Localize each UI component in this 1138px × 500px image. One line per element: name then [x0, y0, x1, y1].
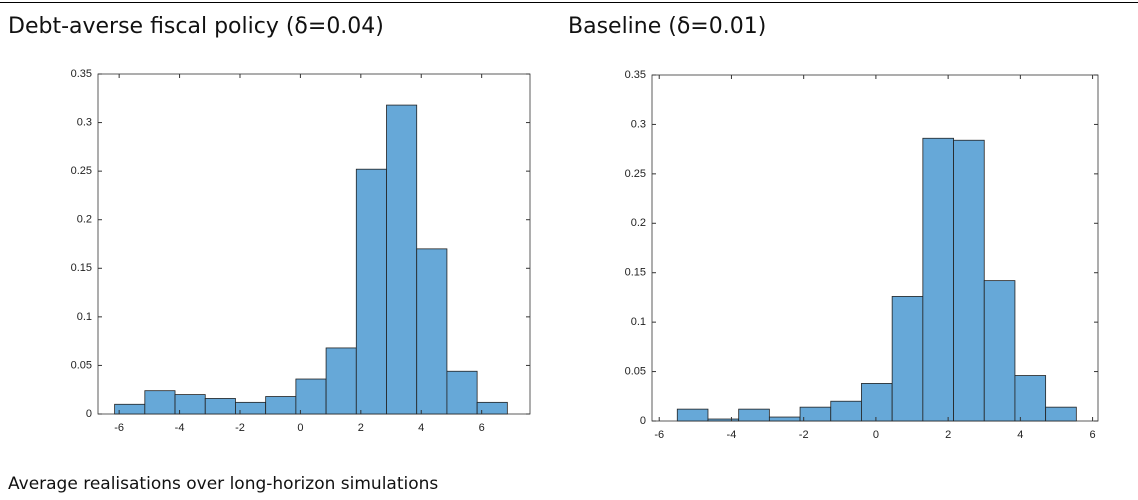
- bar: [295, 378, 327, 415]
- plot-frame: [651, 74, 1099, 422]
- bar: [738, 408, 770, 422]
- bar: [768, 416, 801, 422]
- y-tick-label: 0.1: [631, 316, 646, 328]
- bar: [891, 296, 924, 422]
- bar: [386, 104, 418, 415]
- y-tick-label: 0.15: [71, 262, 92, 274]
- x-tick-label: 2: [358, 422, 364, 434]
- bar: [983, 280, 1016, 422]
- x-tick-label: 4: [1017, 429, 1023, 441]
- bar: [144, 390, 176, 415]
- bar: [861, 383, 893, 422]
- y-tick-label: 0: [86, 408, 92, 420]
- plot-frame: [97, 73, 531, 415]
- chart-title: Debt-averse fiscal policy (δ=0.04): [8, 14, 384, 39]
- bar: [830, 400, 862, 422]
- bar: [922, 137, 954, 422]
- x-tick-label: 0: [297, 422, 303, 434]
- y-tick-label: 0.3: [77, 116, 92, 128]
- bar: [325, 347, 357, 415]
- x-tick-label: -2: [799, 429, 809, 441]
- bar: [355, 168, 387, 415]
- bar: [476, 401, 508, 415]
- x-tick-label: -4: [175, 422, 185, 434]
- y-tick-label: 0.3: [631, 118, 646, 130]
- y-tick-label: 0.35: [71, 68, 92, 80]
- x-tick-label: -2: [235, 422, 245, 434]
- x-tick-label: 6: [479, 422, 485, 434]
- y-tick-label: 0.25: [625, 168, 646, 180]
- bar: [707, 418, 740, 422]
- y-tick-label: 0: [640, 415, 646, 427]
- caption: Average realisations over long-horizon s…: [8, 474, 439, 494]
- bar: [265, 396, 297, 415]
- y-tick-label: 0.1: [77, 311, 92, 323]
- bar: [416, 248, 448, 415]
- x-tick-label: -6: [114, 422, 124, 434]
- bar: [204, 398, 236, 415]
- bar: [676, 408, 709, 422]
- top-rule: [0, 2, 1138, 3]
- y-tick-label: 0.25: [71, 165, 92, 177]
- charts: 0 0.05 0.1 0.15 0.2 0.25 0.3 0.35 -6 -4 -2 0 2 4 6 0 0.0…: [71, 68, 1099, 441]
- y-tick-label: 0.2: [631, 217, 646, 229]
- x-tick-label: 6: [1090, 429, 1096, 441]
- y-tick-label: 0.05: [625, 365, 646, 377]
- bar: [799, 406, 832, 422]
- y-tick-label: 0.35: [625, 69, 646, 81]
- x-tick-label: 2: [945, 429, 951, 441]
- y-tick-label: 0.15: [625, 267, 646, 279]
- x-tick-label: 0: [873, 429, 879, 441]
- bar: [1014, 375, 1047, 422]
- x-tick-label: -6: [654, 429, 664, 441]
- y-tick-label: 0.2: [77, 214, 92, 226]
- x-tick-label: 4: [418, 422, 424, 434]
- y-tick-label: 0.05: [71, 359, 92, 371]
- x-tick-label: -4: [727, 429, 737, 441]
- bar: [446, 370, 478, 415]
- bar: [1045, 406, 1077, 422]
- bar: [953, 139, 985, 422]
- chart-title: Baseline (δ=0.01): [568, 14, 767, 39]
